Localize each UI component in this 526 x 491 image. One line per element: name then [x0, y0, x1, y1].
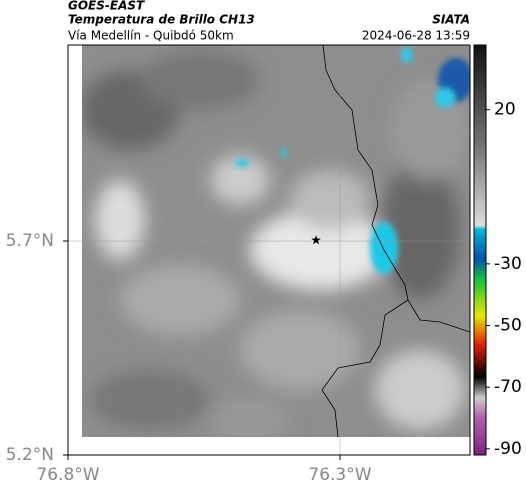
y-tick-label: 5.2°N — [6, 445, 54, 465]
colorbar-tick-label: 20 — [494, 100, 516, 120]
satellite-image — [82, 45, 470, 437]
x-tick-label: 76.8°W — [36, 465, 99, 485]
colorbar-tick-label: -50 — [494, 316, 522, 336]
x-tick-label: 76.3°W — [308, 465, 371, 485]
colorbar-tick-label: -70 — [494, 377, 522, 397]
colorbar — [473, 44, 487, 456]
subtitle: Temperatura de Brillo CH13 — [68, 13, 255, 27]
source: SIATA — [432, 13, 470, 27]
colorbar-tick-label: -30 — [494, 254, 522, 274]
colorbar-tick-label: -90 — [494, 439, 522, 459]
timestamp: 2024-06-28 13:59 — [362, 29, 470, 43]
title: GOES-EAST — [68, 0, 145, 13]
y-tick-label: 5.7°N — [6, 231, 54, 251]
location-marker — [311, 235, 321, 245]
route: Vía Medellín - Quibdó 50km — [68, 29, 234, 43]
map-frame — [67, 44, 471, 456]
